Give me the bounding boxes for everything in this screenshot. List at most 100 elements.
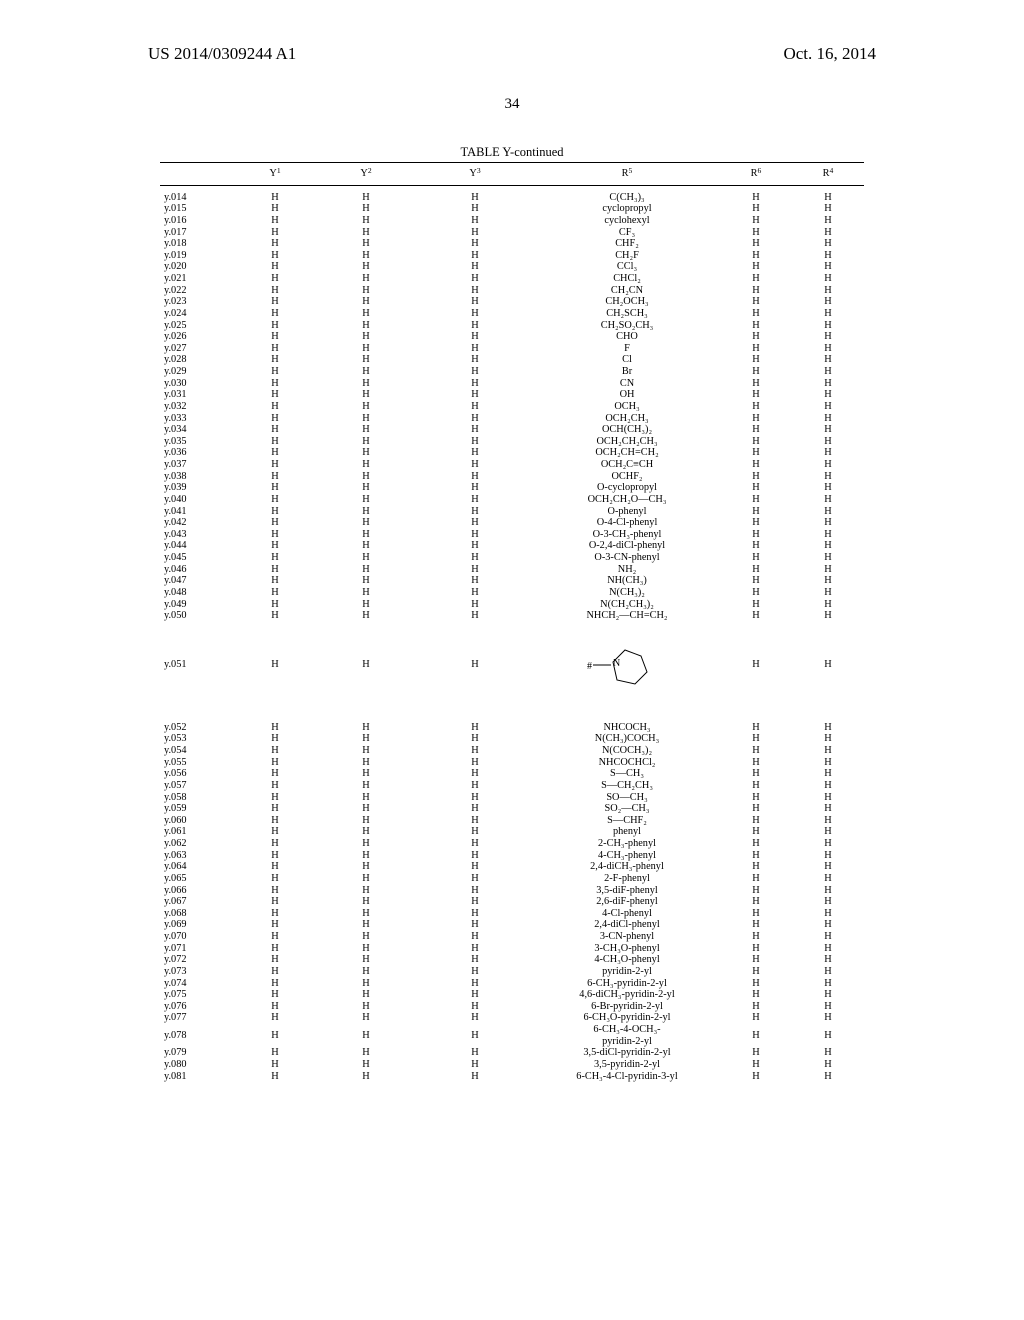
table-row: y.065HHH2-F-phenylHH — [160, 873, 864, 885]
cell: H — [416, 1047, 534, 1059]
cell: H — [720, 768, 792, 780]
cell: y.070 — [160, 931, 234, 943]
cell: H — [720, 203, 792, 215]
cell: H — [316, 529, 416, 541]
cell: CHO — [534, 331, 720, 343]
cell: H — [792, 447, 864, 459]
cell: H — [316, 215, 416, 227]
table-row: y.040HHHOCH₂CH₂O—CH₃HH — [160, 494, 864, 506]
cell: H — [792, 757, 864, 769]
table-row: y.026HHHCHOHH — [160, 331, 864, 343]
cell: H — [416, 989, 534, 1001]
cell: H — [234, 757, 316, 769]
cell: y.054 — [160, 745, 234, 757]
table-row: y.031HHHOHHH — [160, 389, 864, 401]
cell: H — [416, 757, 534, 769]
cell: H — [316, 908, 416, 920]
cell: N(CH₂CH₃)₂ — [534, 599, 720, 611]
cell: y.075 — [160, 989, 234, 1001]
table-row: y.050HHHNHCH₂—CH=CH₂HH — [160, 610, 864, 622]
table-row: y.034HHHOCH(CH₃)₂HH — [160, 424, 864, 436]
data-table: Y1 Y2 Y3 R5 R6 R4 y.014HHHC(CH₃)₃HHy.015… — [160, 162, 864, 1082]
table-row: y.018HHHCHF₂HH — [160, 238, 864, 250]
table-row: y.062HHH2-CH₃-phenylHH — [160, 838, 864, 850]
cell: H — [234, 552, 316, 564]
cell: 3,5-diF-phenyl — [534, 885, 720, 897]
cell: H — [416, 540, 534, 552]
cell: H — [234, 622, 316, 708]
cell: y.021 — [160, 273, 234, 285]
cell: H — [316, 745, 416, 757]
cell: y.037 — [160, 459, 234, 471]
cell: H — [316, 610, 416, 622]
cell: y.050 — [160, 610, 234, 622]
cell: y.057 — [160, 780, 234, 792]
cell: H — [720, 273, 792, 285]
table-row: y.051HHH # NHH — [160, 622, 864, 708]
cell: H — [234, 1024, 316, 1047]
cell: N(CH₃)₂ — [534, 587, 720, 599]
cell: H — [316, 459, 416, 471]
table-row: y.077HHH6-CH₃O-pyridin-2-ylHH — [160, 1012, 864, 1024]
cell: H — [316, 622, 416, 708]
cell: y.061 — [160, 826, 234, 838]
cell: H — [316, 273, 416, 285]
cell: H — [792, 529, 864, 541]
cell: H — [416, 273, 534, 285]
cell: H — [792, 389, 864, 401]
cell: H — [792, 896, 864, 908]
cell: H — [234, 250, 316, 262]
cell: H — [234, 1012, 316, 1024]
cell: Cl — [534, 354, 720, 366]
cell: H — [792, 861, 864, 873]
table-row: y.035HHHOCH₂CH₂CH₃HH — [160, 436, 864, 448]
cell: S—CHF₂ — [534, 815, 720, 827]
cell: Br — [534, 366, 720, 378]
cell: H — [720, 436, 792, 448]
cell: 2,6-diF-phenyl — [534, 896, 720, 908]
cell: H — [416, 389, 534, 401]
cell: y.024 — [160, 308, 234, 320]
cell: H — [316, 354, 416, 366]
cell: H — [234, 722, 316, 734]
cell: H — [416, 722, 534, 734]
cell: H — [720, 1024, 792, 1047]
cell: H — [792, 1012, 864, 1024]
cell: H — [234, 885, 316, 897]
cell: NH(CH₃) — [534, 575, 720, 587]
cell: H — [720, 192, 792, 204]
cell: 4-CH₃-phenyl — [534, 850, 720, 862]
cell: H — [416, 1071, 534, 1083]
table-row: y.049HHHN(CH₂CH₃)₂HH — [160, 599, 864, 611]
cell: H — [316, 331, 416, 343]
cell: H — [792, 494, 864, 506]
cell: H — [792, 238, 864, 250]
cell: H — [792, 401, 864, 413]
cell: H — [792, 343, 864, 355]
cell: H — [720, 587, 792, 599]
cell: H — [234, 861, 316, 873]
table-row: y.045HHHO-3-CN-phenylHH — [160, 552, 864, 564]
cell: y.045 — [160, 552, 234, 564]
cell: H — [234, 564, 316, 576]
cell: 4-Cl-phenyl — [534, 908, 720, 920]
cell: H — [720, 803, 792, 815]
cell: H — [234, 587, 316, 599]
cell: phenyl — [534, 826, 720, 838]
table-row: y.030HHHCNHH — [160, 378, 864, 390]
cell: H — [316, 861, 416, 873]
cell: y.052 — [160, 722, 234, 734]
cell: H — [792, 722, 864, 734]
cell: H — [720, 1071, 792, 1083]
cell: H — [792, 1071, 864, 1083]
cell: 4,6-diCH₃-pyridin-2-yl — [534, 989, 720, 1001]
cell: H — [316, 1024, 416, 1047]
cell: H — [720, 989, 792, 1001]
cell: H — [720, 931, 792, 943]
cell: H — [720, 517, 792, 529]
table-row: y.017HHHCF₃HH — [160, 227, 864, 239]
cell: H — [792, 424, 864, 436]
cell: H — [234, 838, 316, 850]
cell: H — [720, 885, 792, 897]
cell: H — [792, 540, 864, 552]
